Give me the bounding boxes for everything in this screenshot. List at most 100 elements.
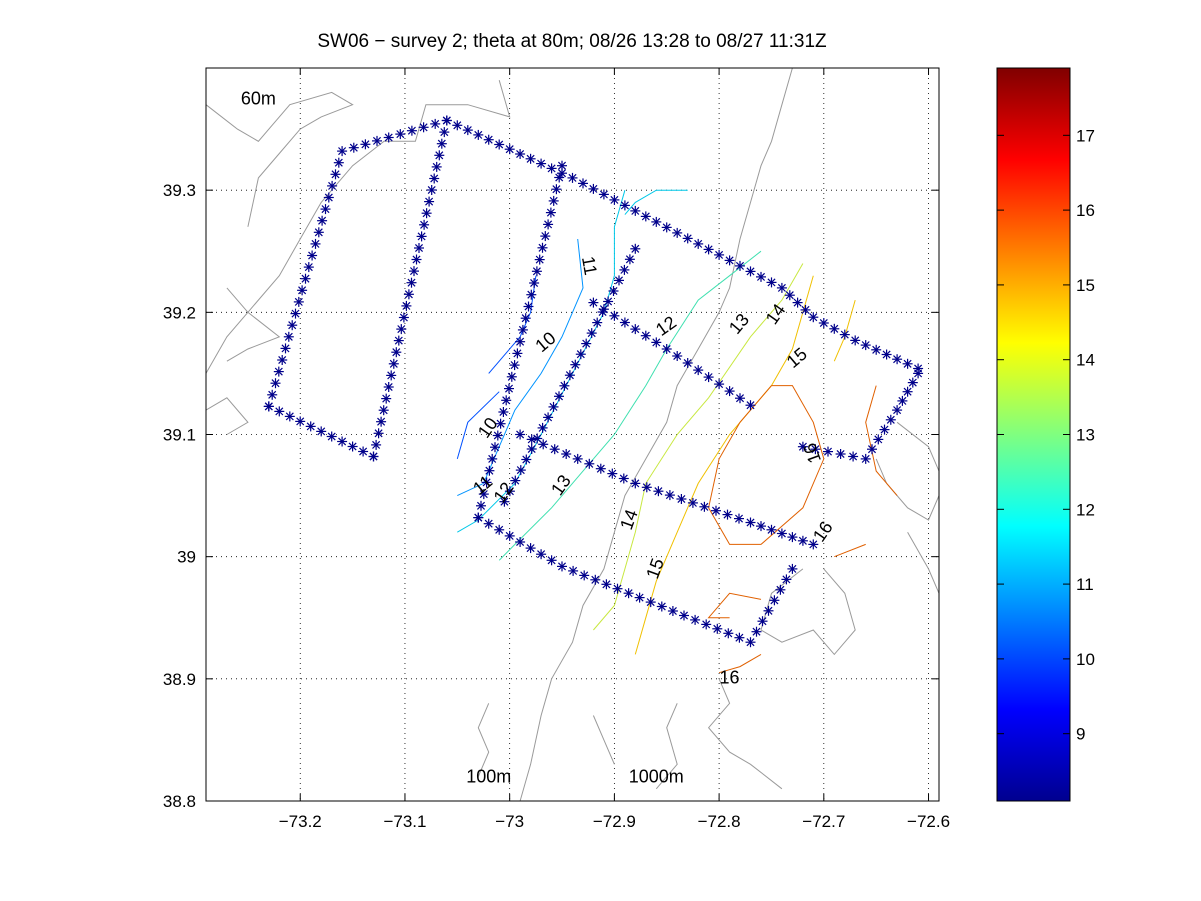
chart-title: SW06 − survey 2; theta at 80m; 08/26 13:… (317, 31, 827, 52)
station-marker (529, 278, 540, 288)
station-marker-stroke (396, 130, 405, 139)
colorbar-tick-label: 17 (1076, 126, 1095, 145)
station-marker-stroke (694, 239, 703, 248)
station-marker-stroke (809, 540, 818, 549)
station-marker (337, 436, 348, 447)
station-marker (745, 637, 756, 648)
station-marker-stroke (777, 529, 786, 538)
colorbar-tick-label: 14 (1076, 351, 1095, 370)
station-marker (494, 139, 505, 150)
station-marker-stroke (557, 562, 567, 571)
station-marker (630, 324, 641, 335)
station-track (368, 115, 924, 462)
station-marker-stroke (404, 290, 413, 299)
station-marker-stroke (819, 318, 828, 328)
station-marker-stroke (268, 390, 277, 399)
station-marker (283, 331, 294, 342)
station-marker-stroke (482, 478, 491, 487)
station-marker (462, 125, 473, 136)
station-marker (879, 424, 890, 435)
station-marker-stroke (568, 173, 577, 182)
station-marker-stroke (331, 170, 340, 179)
station-marker (434, 150, 445, 161)
station-marker (414, 243, 424, 253)
station-marker (383, 382, 394, 392)
station-marker-stroke (510, 361, 519, 370)
station-marker-stroke (554, 392, 564, 401)
station-marker (913, 368, 924, 379)
station-marker (398, 312, 409, 323)
station-marker-stroke (589, 298, 598, 307)
station-marker-stroke (756, 522, 766, 531)
y-tick-label: 39.3 (163, 181, 196, 200)
station-marker (640, 330, 651, 341)
station-marker-stroke (334, 158, 343, 167)
station-marker-stroke (432, 162, 441, 171)
station-marker (551, 184, 562, 195)
station-marker (481, 477, 492, 488)
station-marker (557, 160, 567, 171)
station-marker-stroke (565, 371, 574, 380)
station-marker (441, 115, 452, 126)
station-marker (776, 528, 787, 539)
station-marker-stroke (392, 348, 401, 357)
colorbar-gradient (997, 68, 1070, 801)
station-marker (598, 189, 609, 200)
station-marker (409, 266, 419, 277)
station-marker-stroke (569, 566, 578, 575)
station-marker-stroke (756, 272, 766, 281)
station-marker-stroke (610, 195, 619, 204)
station-marker (784, 290, 795, 301)
coastline (477, 703, 490, 777)
station-marker-stroke (715, 250, 724, 259)
station-marker (483, 134, 494, 145)
station-marker-stroke (474, 513, 483, 522)
station-marker (745, 266, 756, 277)
station-marker-stroke (764, 606, 773, 615)
station-marker-stroke (301, 274, 310, 283)
station-marker-stroke (746, 267, 755, 276)
station-marker-stroke (801, 305, 810, 314)
station-marker (388, 358, 399, 369)
station-marker-stroke (908, 378, 917, 387)
station-marker-stroke (725, 256, 734, 265)
contour-line-11 (457, 238, 584, 497)
station-marker-stroke (711, 506, 721, 515)
station-marker-stroke (830, 324, 839, 333)
station-marker (313, 227, 324, 238)
station-marker-stroke (496, 419, 505, 428)
station-marker-stroke (522, 455, 531, 464)
station-marker (892, 405, 903, 416)
colorbar-tick-label: 15 (1076, 276, 1095, 295)
station-marker (723, 628, 734, 639)
station-marker (630, 478, 641, 489)
station-marker (624, 254, 635, 265)
depth-annotation: 60m (241, 89, 276, 109)
station-marker-stroke (453, 121, 462, 130)
station-marker-stroke (587, 329, 596, 338)
station-marker (517, 324, 528, 335)
station-marker (592, 317, 603, 328)
station-marker-stroke (641, 331, 650, 340)
station-marker (873, 434, 884, 445)
station-marker (429, 173, 440, 184)
station-marker (305, 421, 316, 432)
station-marker (273, 366, 284, 377)
station-marker (623, 588, 634, 599)
station-marker-stroke (407, 126, 416, 135)
station-marker (371, 439, 382, 450)
station-marker (630, 243, 641, 254)
station-marker (609, 194, 620, 205)
station-marker-stroke (893, 355, 902, 364)
station-marker-stroke (539, 440, 548, 449)
station-marker (797, 535, 808, 546)
station-marker-stroke (387, 371, 396, 380)
coastline (226, 287, 281, 362)
station-marker (348, 142, 359, 153)
station-marker (504, 383, 514, 394)
station-marker (473, 512, 484, 523)
station-marker (557, 561, 567, 572)
station-marker-stroke (589, 184, 598, 193)
station-marker (307, 250, 318, 261)
